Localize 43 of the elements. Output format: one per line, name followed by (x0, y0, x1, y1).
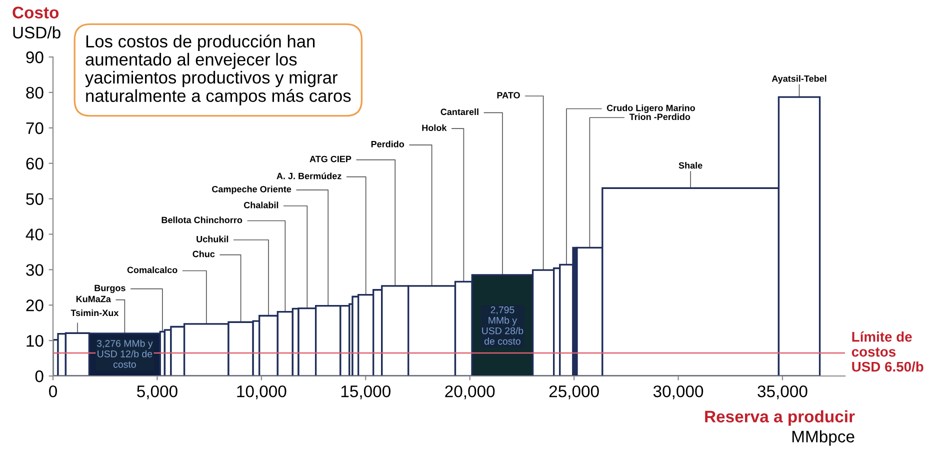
x-tick-label: 0 (49, 385, 57, 398)
ref-line-label: Límite de costos USD 6.50/b (852, 331, 924, 372)
annotation: Uchukil (196, 236, 228, 242)
y-tick-label: 40 (26, 228, 44, 240)
x-tick-label: 15,000 (341, 385, 390, 400)
x-axis-title: Reserva a producir MMbpce (705, 410, 855, 446)
x-tick-label: 10,000 (237, 385, 286, 400)
x-tick-label: 20,000 (445, 385, 495, 400)
y-tick-label: 80 (26, 86, 44, 99)
annotation: Bellota Chinchorro (162, 216, 242, 224)
x-tick-label: 35,000 (758, 385, 808, 400)
annotation: Perdido (371, 140, 404, 148)
annotation: Los costos de producción han aumentado al envejecer los yacimientos productivos y migrar naturalmente a campos más caros (85, 34, 351, 106)
y-tick-label: 50 (26, 193, 44, 205)
y-tick-label: 20 (26, 300, 44, 312)
annotation: Shale (678, 162, 702, 169)
annotation: Trion -Perdido (629, 113, 690, 120)
annotation: PATO (497, 92, 520, 98)
annotation: Tsimin-Xux (70, 309, 119, 316)
x-tick-label: 25,000 (549, 385, 599, 400)
annotation: Burgos (94, 284, 126, 294)
annotation: Campeche Oriente (212, 186, 292, 194)
annotation: KuMaZa (76, 296, 111, 302)
annotation: 2,795 MMb y USD 28/b de costo (482, 306, 524, 345)
annotation: Chalabil (244, 202, 278, 208)
annotation: 3,276 MMb y USD 12/b de costo (96, 340, 153, 368)
annotation: Chuc (192, 250, 215, 258)
annotation: Holok (422, 124, 447, 132)
annotation: Cantarell (440, 108, 478, 116)
y-tick-label: 70 (26, 122, 44, 134)
y-tick-label: 30 (26, 264, 44, 276)
y-tick-label: 60 (26, 158, 44, 170)
y-tick-label: 0 (35, 370, 44, 382)
annotation: A. J. Bermúdez (276, 172, 342, 180)
y-axis-title: Costo USD/b (12, 6, 60, 38)
annotation: Crudo Ligero Marino (606, 104, 695, 113)
annotation: Ayatsil-Tebel (772, 75, 826, 84)
y-tick-label: 90 (26, 51, 44, 64)
x-tick-label: 5,000 (137, 385, 178, 400)
annotation: Comalcalco (127, 266, 178, 274)
y-tick-label: 10 (26, 334, 44, 347)
x-tick-label: 30,000 (653, 385, 704, 400)
annotation: ATG CIEP (310, 156, 352, 162)
